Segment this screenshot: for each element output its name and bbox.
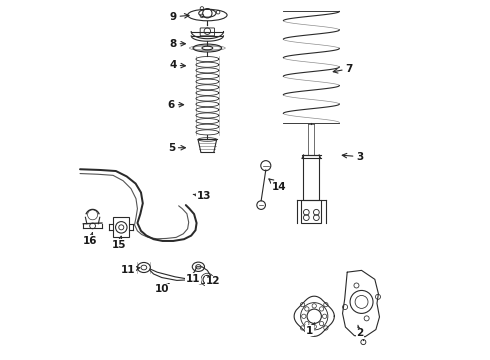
Text: 12: 12: [205, 276, 220, 286]
Text: 3: 3: [342, 152, 364, 162]
Text: 14: 14: [269, 179, 286, 192]
Text: 5: 5: [168, 143, 185, 153]
Text: 11: 11: [186, 274, 200, 284]
Text: 1: 1: [306, 323, 315, 336]
Text: 2: 2: [356, 325, 364, 338]
Text: 7: 7: [333, 64, 353, 74]
Bar: [303, 155, 319, 200]
Text: 11: 11: [121, 265, 140, 275]
Text: 8: 8: [170, 39, 185, 49]
Text: 6: 6: [168, 100, 184, 110]
Bar: [113, 217, 129, 237]
Text: 16: 16: [83, 233, 98, 246]
Text: 15: 15: [112, 236, 127, 249]
Text: 13: 13: [193, 191, 211, 201]
Text: 9: 9: [170, 12, 189, 22]
Text: 10: 10: [155, 284, 170, 294]
Bar: [301, 200, 321, 223]
Text: 4: 4: [170, 60, 185, 70]
